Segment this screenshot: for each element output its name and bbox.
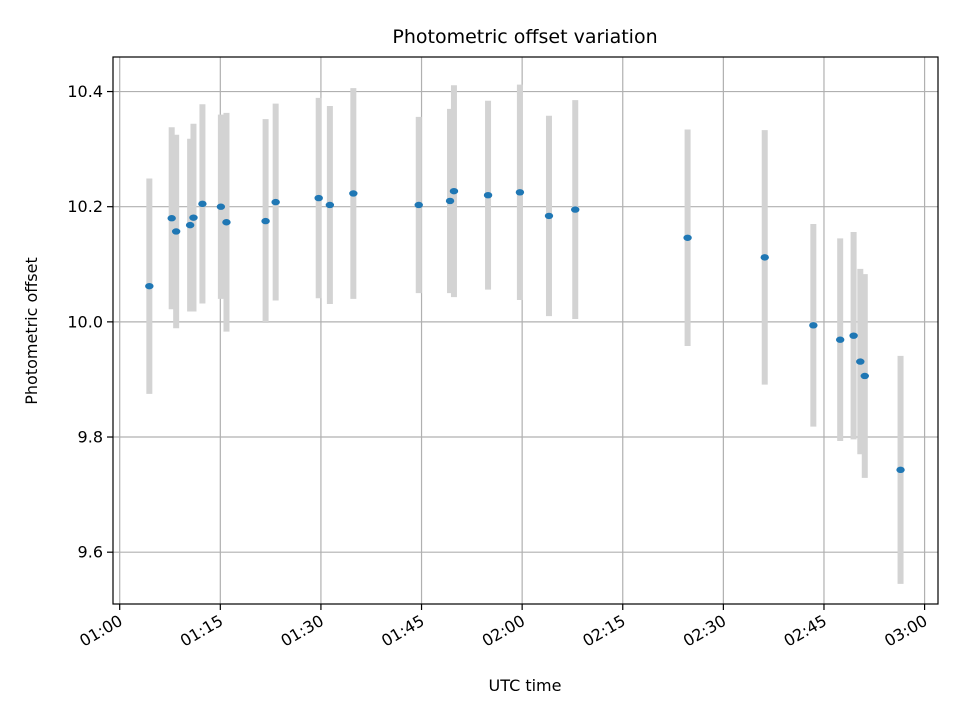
x-tick-label: 01:15 (177, 611, 226, 651)
x-tick-label: 02:30 (680, 611, 729, 651)
data-point (860, 372, 869, 380)
data-point (515, 189, 525, 196)
data-point (835, 336, 845, 343)
y-axis-label: Photometric offset (22, 257, 41, 405)
y-tick-label: 10.0 (67, 312, 103, 331)
data-point (185, 221, 195, 229)
data-point (809, 322, 818, 329)
data-point (856, 358, 865, 365)
y-axis: 9.6 9.8 10.0 10.2 10.4 (67, 82, 113, 562)
data-point (449, 187, 459, 195)
data-point (896, 466, 905, 474)
data-point (171, 228, 181, 235)
plot-frame (112, 56, 939, 605)
x-tick-label: 01:00 (76, 611, 125, 651)
y-tick-label: 10.2 (67, 197, 103, 216)
data-point (414, 201, 423, 209)
data-point (145, 282, 154, 290)
y-tick-label: 10.4 (67, 82, 103, 101)
x-tick-label: 01:30 (277, 611, 326, 651)
data-point (571, 206, 580, 213)
y-tick-label: 9.8 (78, 428, 103, 447)
data-point (189, 214, 198, 221)
data-point (325, 201, 335, 209)
data-point (760, 254, 769, 261)
data-point (683, 234, 692, 241)
data-point (271, 198, 280, 206)
data-point (261, 217, 270, 225)
data-point (445, 197, 455, 205)
data-point (167, 215, 176, 222)
x-tick-label: 03:00 (881, 611, 930, 651)
x-tick-label: 01:45 (378, 611, 427, 651)
marker-layer (145, 187, 905, 474)
errorbar-layer (146, 84, 904, 584)
x-axis: 01:00 01:15 01:30 01:45 02:00 02:15 02:30 02:45… (76, 604, 931, 651)
data-point (849, 332, 858, 339)
chart-title: Photometric offset variation (392, 26, 657, 48)
x-tick-label: 02:00 (479, 611, 528, 651)
data-point (349, 190, 358, 197)
data-point (198, 200, 207, 208)
data-point (544, 212, 554, 220)
data-point (222, 219, 231, 226)
x-axis-label: UTC time (489, 676, 562, 695)
x-tick-label: 02:15 (579, 611, 628, 651)
data-point (483, 191, 493, 199)
x-tick-label: 02:45 (781, 611, 830, 651)
y-tick-label: 9.6 (78, 543, 103, 562)
data-point (314, 194, 323, 202)
grid-layer (113, 57, 938, 604)
data-point (216, 203, 226, 210)
